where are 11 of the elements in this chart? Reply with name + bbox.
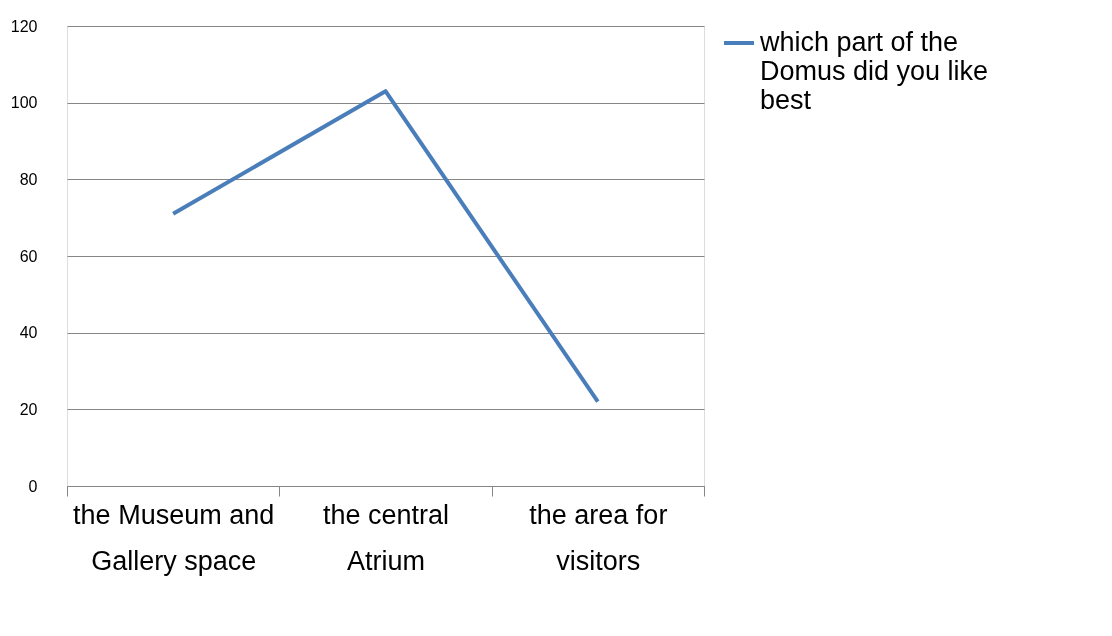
x-tick-label: the central Atrium — [322, 499, 450, 576]
y-tick-label: 0 — [28, 477, 38, 495]
x-tick-label: the area for visitors — [529, 499, 668, 576]
y-tick-label: 60 — [19, 247, 38, 265]
y-tick-label: 80 — [19, 170, 38, 188]
y-tick-label: 100 — [10, 94, 38, 112]
x-tick-label: the Museum and Gallery space — [73, 499, 275, 576]
y-tick-label: 120 — [10, 17, 38, 35]
y-tick-label: 20 — [19, 400, 38, 418]
legend-label: which part of the Domus did you like best — [759, 27, 989, 115]
y-tick-label: 40 — [19, 324, 38, 342]
